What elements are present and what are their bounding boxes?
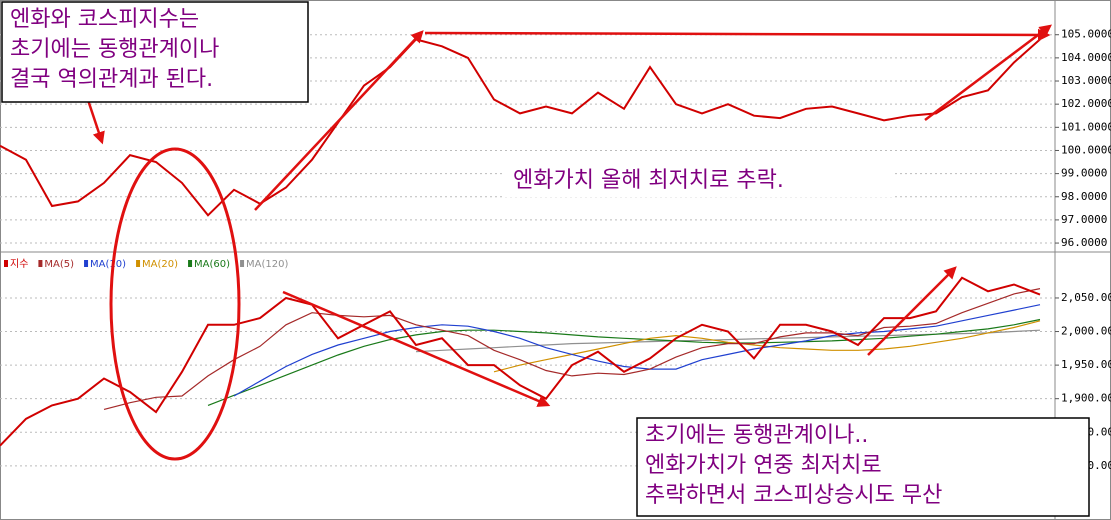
annotation-text: 초기에는 동행관계이나.. bbox=[645, 423, 868, 448]
arrows bbox=[86, 24, 1052, 461]
y-tick-label: 96.0000 bbox=[1061, 236, 1107, 249]
legend-swatch bbox=[188, 260, 193, 267]
annotation-box bbox=[636, 417, 1090, 517]
highlight-ellipse bbox=[109, 147, 241, 461]
legend-label: 지수 bbox=[10, 258, 28, 270]
arrow bbox=[254, 30, 424, 211]
legend-label: MA(120) bbox=[246, 259, 288, 270]
y-tick-label: 104.0000 bbox=[1061, 51, 1111, 64]
y-tick-label: 100.0000 bbox=[1061, 143, 1111, 156]
y-tick-label: 97.0000 bbox=[1061, 213, 1107, 226]
arrow bbox=[424, 28, 1051, 42]
legend-swatch bbox=[240, 260, 245, 267]
annotation-text: 엔화가치가 연중 최저치로 bbox=[645, 453, 882, 478]
annotation-box bbox=[1, 1, 309, 103]
legend-label: MA(60) bbox=[194, 259, 230, 270]
data-line bbox=[233, 304, 1041, 397]
y-tick-label: 101.0000 bbox=[1061, 120, 1111, 133]
annotation-text: 추락하면서 코스피상승시도 무산 bbox=[645, 483, 942, 508]
annotation-box bbox=[505, 163, 895, 197]
legend-swatch bbox=[38, 260, 43, 267]
y-tick-label: 2,000.00 bbox=[1061, 325, 1111, 338]
arrow bbox=[924, 24, 1052, 121]
y-tick-label: 1,900.00 bbox=[1061, 392, 1111, 405]
annotation-text: 엔화와 코스피지수는 bbox=[10, 7, 199, 32]
data-line bbox=[103, 288, 1041, 410]
y-tick-label: 1,950.00 bbox=[1061, 358, 1111, 371]
y-tick-label: 103.0000 bbox=[1061, 74, 1111, 87]
legend-swatch bbox=[4, 260, 8, 267]
legend-label: MA(10) bbox=[90, 259, 126, 270]
data-line bbox=[0, 276, 1041, 447]
y-tick-label: 2,050.00 bbox=[1061, 291, 1111, 304]
data-line bbox=[0, 38, 1041, 217]
legend-swatch bbox=[84, 260, 89, 267]
y-tick-label: 98.0000 bbox=[1061, 190, 1107, 203]
legend-label: MA(5) bbox=[44, 259, 74, 270]
data-line bbox=[493, 320, 1041, 373]
data-line bbox=[207, 318, 1041, 406]
annotation-text: 초기에는 동행관계이나 bbox=[10, 37, 219, 62]
arrow bbox=[867, 266, 957, 356]
y-tick-label: 99.0000 bbox=[1061, 167, 1107, 180]
arrow bbox=[86, 99, 105, 145]
annotation-text: 결국 역의관계과 된다. bbox=[10, 67, 213, 92]
legend-swatch bbox=[136, 260, 141, 267]
annotation-text: 엔화가치 올해 최저치로 추락. bbox=[513, 168, 784, 193]
arrow bbox=[282, 290, 551, 407]
y-tick-label: 105.0000 bbox=[1061, 28, 1111, 41]
legend-label: MA(20) bbox=[142, 259, 178, 270]
y-tick-label: 102.0000 bbox=[1061, 97, 1111, 110]
